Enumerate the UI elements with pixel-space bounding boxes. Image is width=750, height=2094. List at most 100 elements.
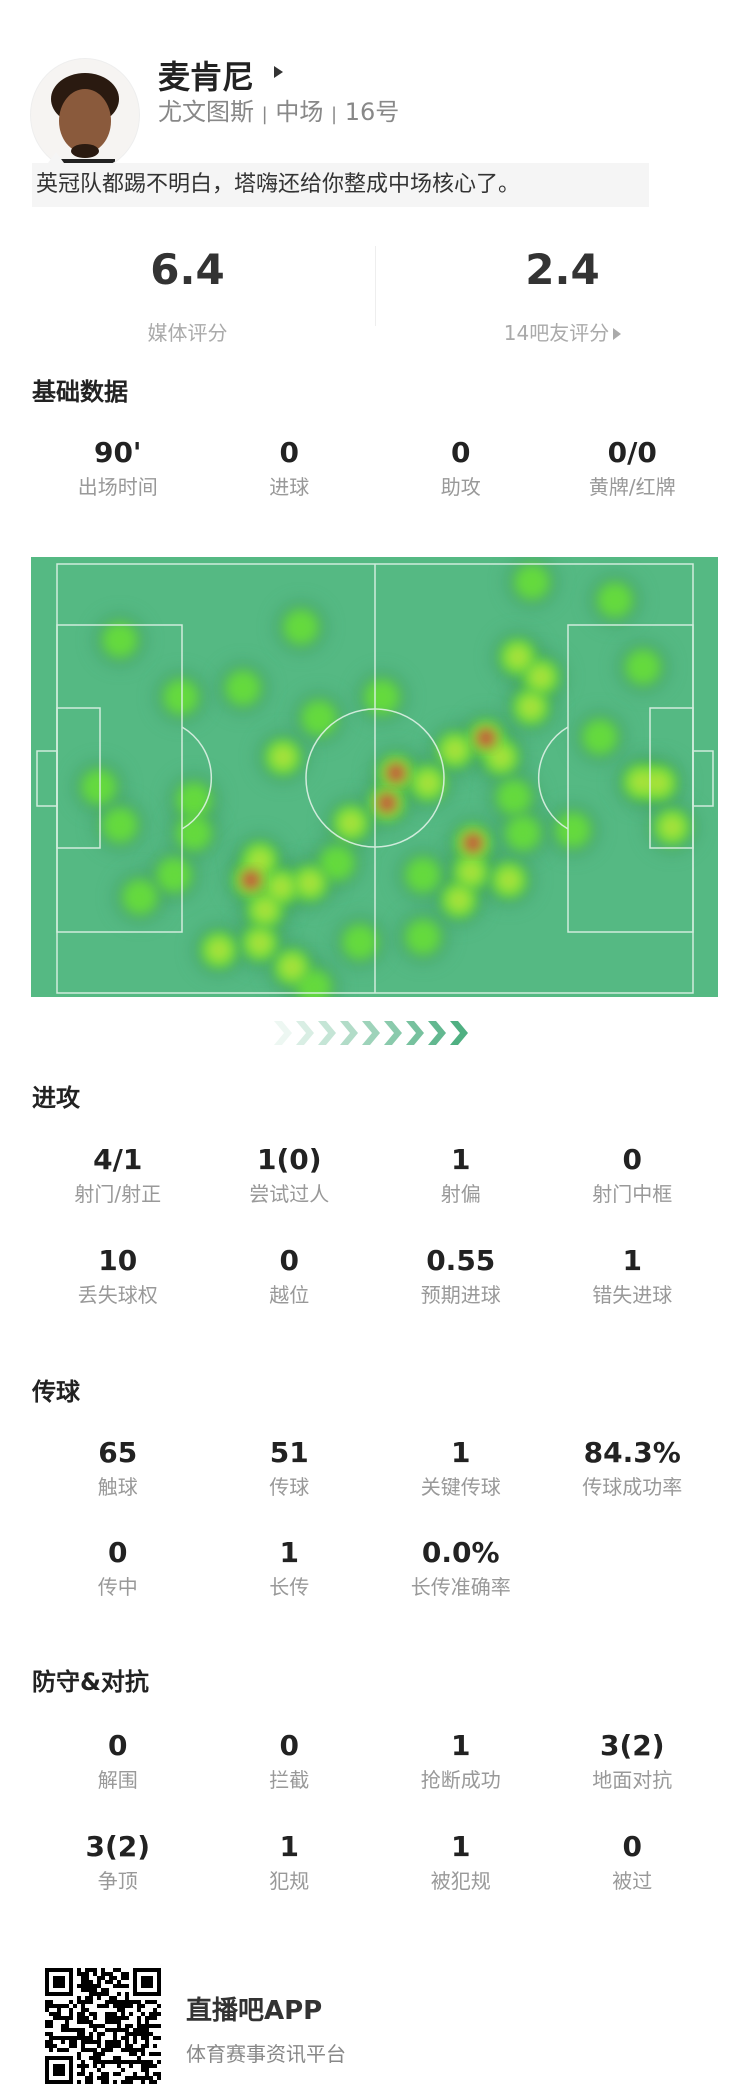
fan-rating-label: 14吧友评分 [503,321,610,345]
stat-value: 0 [622,1830,642,1863]
left-penalty-arc [181,726,213,830]
heat-blob [296,969,332,1005]
heat-blob [102,622,138,658]
heatmap [31,556,718,1013]
stat-big-chances-missed: 1 错失进球 [547,1243,719,1309]
heat-blob [464,834,482,852]
stat-label: 触球 [97,1475,138,1499]
heat-blob [378,794,396,812]
heat-blob [416,771,440,795]
player-name[interactable]: 麦肯尼 [158,58,255,96]
stat-value: 0 [622,1143,642,1176]
stat-passes: 51 传球 [204,1435,376,1501]
stat-label: 助攻 [440,475,481,499]
stat-woodwork: 0 射门中框 [547,1142,719,1208]
attack-direction-arrows [272,1020,470,1046]
heat-blob [387,764,405,782]
stat-row: 3(2) 争顶 1 犯规 1 被犯规 0 被过 [32,1829,718,1895]
stat-value: 1 [279,1830,299,1863]
stat-crosses: 0 传中 [32,1535,204,1601]
heat-blob [364,679,400,715]
stat-offsides: 0 越位 [204,1243,376,1309]
stat-xg: 0.55 预期进球 [375,1243,547,1309]
heat-blob [660,815,684,839]
chevron-right-icon [274,1021,292,1045]
stat-value: 1 [451,1830,471,1863]
stat-row: 0 传中 1 长传 0.0% 长传准确率 [32,1535,718,1601]
heat-blob [625,649,661,685]
stat-label: 被过 [612,1869,653,1893]
section-title-defense: 防守&对抗 [32,1668,149,1696]
stat-row: 0 解围 0 拦截 1 抢断成功 3(2) 地面对抗 [32,1728,718,1794]
separator: | [261,104,268,125]
heat-blob [514,564,550,600]
left-goal [36,750,58,807]
heat-blob [477,729,495,747]
fan-rating-arrow-icon[interactable] [613,328,622,340]
media-rating-value: 6.4 [150,245,225,294]
heat-blob [122,879,158,915]
heat-blob [253,898,277,922]
heat-blob [647,771,671,795]
stat-label: 丢失球权 [77,1283,158,1307]
stat-label: 长传 [269,1575,310,1599]
fan-rating-value: 2.4 [525,245,600,294]
player-avatar[interactable] [30,58,140,172]
heat-blob [519,695,543,719]
heat-blob [443,738,467,762]
stat-label: 出场时间 [77,475,158,499]
stat-label: 抢断成功 [420,1768,501,1792]
comment-pointer [48,152,64,163]
heat-blob [529,665,553,689]
stat-value: 0 [279,1244,299,1277]
heat-blob [156,857,192,893]
stat-aerial-duels: 3(2) 争顶 [32,1829,204,1895]
chevron-right-icon [428,1021,446,1045]
right-penalty-arc [537,726,569,830]
heatmap-pitch [31,556,718,1013]
stat-value: 3(2) [599,1729,665,1762]
app-tagline: 体育赛事资讯平台 [186,2042,346,2066]
stat-label: 错失进球 [592,1283,673,1307]
stat-pass-accuracy: 84.3% 传球成功率 [547,1435,719,1501]
stat-clearances: 0 解围 [32,1728,204,1794]
heat-blob [582,719,618,755]
stat-dribbles: 1(0) 尝试过人 [204,1142,376,1208]
player-number: 16号 [344,98,400,126]
chevron-right-icon [296,1021,314,1045]
heat-blob [248,931,272,955]
centre-circle [305,708,445,848]
player-team: 尤文图斯 [158,98,254,126]
stat-value: 0/0 [607,436,657,469]
chevron-right-icon [384,1021,402,1045]
heat-blob [342,924,378,960]
stat-value: 0 [451,436,471,469]
stat-value: 4/1 [93,1143,143,1176]
stat-possession-lost: 10 丢失球权 [32,1243,204,1309]
stat-label: 地面对抗 [592,1768,673,1792]
heat-blob [207,938,231,962]
media-rating: 6.4 媒体评分 [0,245,375,346]
heat-blob [102,807,138,843]
fan-rating[interactable]: 2.4 14吧友评分 [375,245,750,346]
heat-blob [505,815,541,851]
stat-value: 10 [98,1244,138,1277]
heat-blob [176,815,212,851]
heat-blob [629,770,653,794]
heat-blob [248,848,272,872]
heat-blob [225,670,261,706]
stat-long-ball-accuracy: 0.0% 长传准确率 [375,1535,547,1601]
stat-label: 进球 [269,475,310,499]
stat-row: 10 丢失球权 0 越位 0.55 预期进球 1 错失进球 [32,1243,718,1309]
stat-shots: 4/1 射门/射正 [32,1142,204,1208]
heat-blob [506,645,530,669]
heat-blob [269,875,293,899]
stat-label: 预期进球 [420,1283,501,1307]
stat-interceptions: 0 拦截 [204,1728,376,1794]
player-comment: 英冠队都踢不明白，塔嗨还给你整成中场核心了。 [32,163,649,207]
stat-row: 90' 出场时间 0 进球 0 助攻 0/0 黄牌/红牌 [32,435,718,501]
stat-label: 被犯规 [430,1869,491,1893]
player-detail-arrow-icon[interactable] [274,66,283,78]
section-title-basic: 基础数据 [32,378,128,406]
heat-blob [405,919,441,955]
